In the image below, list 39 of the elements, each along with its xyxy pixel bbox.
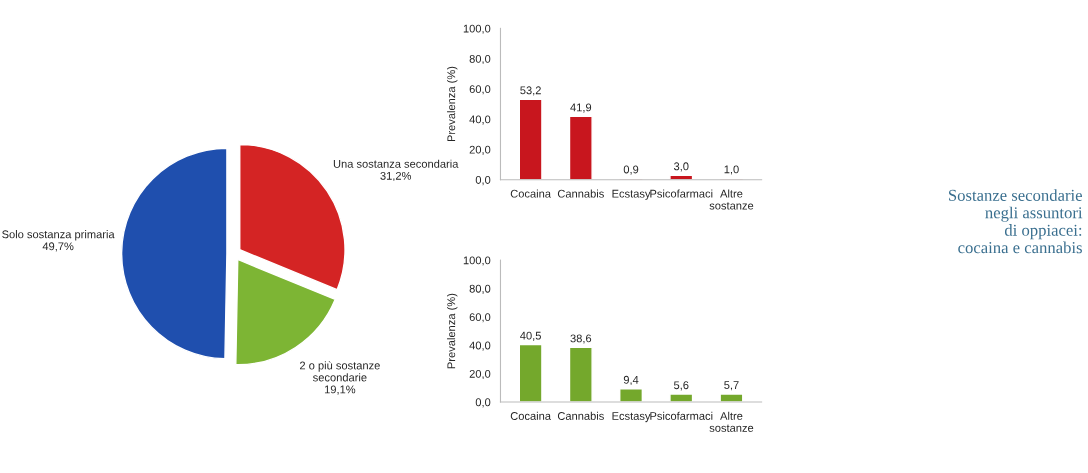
y-tick-label: 20,0 [469,145,491,155]
data-label: 53,2 [520,86,541,96]
data-label: 5,6 [673,381,689,391]
text: Sostanze secondarie negli assuntori di oppiacei: cocaina e cannabis [949,189,1083,254]
data-label: 5,7 [724,381,739,391]
y-tick-label: 40,0 [469,115,491,125]
data-label: 1,0 [724,165,739,175]
data-label: 19,1% [324,385,356,395]
data-label: 3,0 [673,162,689,172]
x-tick-label: Ecstasy [612,189,651,200]
data-label: 40,5 [520,331,541,341]
data-label: 0,9 [623,165,639,175]
y-tick-label: 20,0 [469,369,491,380]
x-tick-label: Psicofarmaci [650,411,713,420]
y-tick-label: 100,0 [463,24,491,34]
x-tick-label: Ecstasy [612,412,651,423]
y-tick-label: 0,0 [475,398,491,408]
x-tick-label: Cannabis [557,411,604,420]
slice-label: Solo sostanza primaria [2,230,115,241]
x-tick-label: Cocaina [510,189,551,198]
x-tick-label: Cocaina [510,411,551,420]
x-tick-label: Psicofarmaci [650,189,713,198]
y-axis-title: Prevalenza (%) [447,293,458,369]
data-label: 31,2% [380,171,412,182]
y-tick-label: 60,0 [469,313,491,323]
data-label: 49,7% [42,242,74,252]
x-tick-label: Cannabis [557,189,604,198]
y-tick-label: 0,0 [475,176,491,186]
data-label: 41,9 [570,103,592,113]
slice-label: 2 o più sostanze secondarie [299,361,380,382]
y-axis-title: Prevalenza (%) [447,66,458,142]
y-tick-label: 100,0 [463,256,491,266]
y-tick-label: 80,0 [469,284,491,294]
y-tick-label: 60,0 [469,85,491,95]
y-tick-label: 80,0 [469,54,491,65]
data-label: 38,6 [570,334,592,344]
data-label: 9,4 [623,375,639,386]
slice-label: Una sostanza secondaria [333,159,459,168]
y-tick-label: 40,0 [469,341,491,351]
